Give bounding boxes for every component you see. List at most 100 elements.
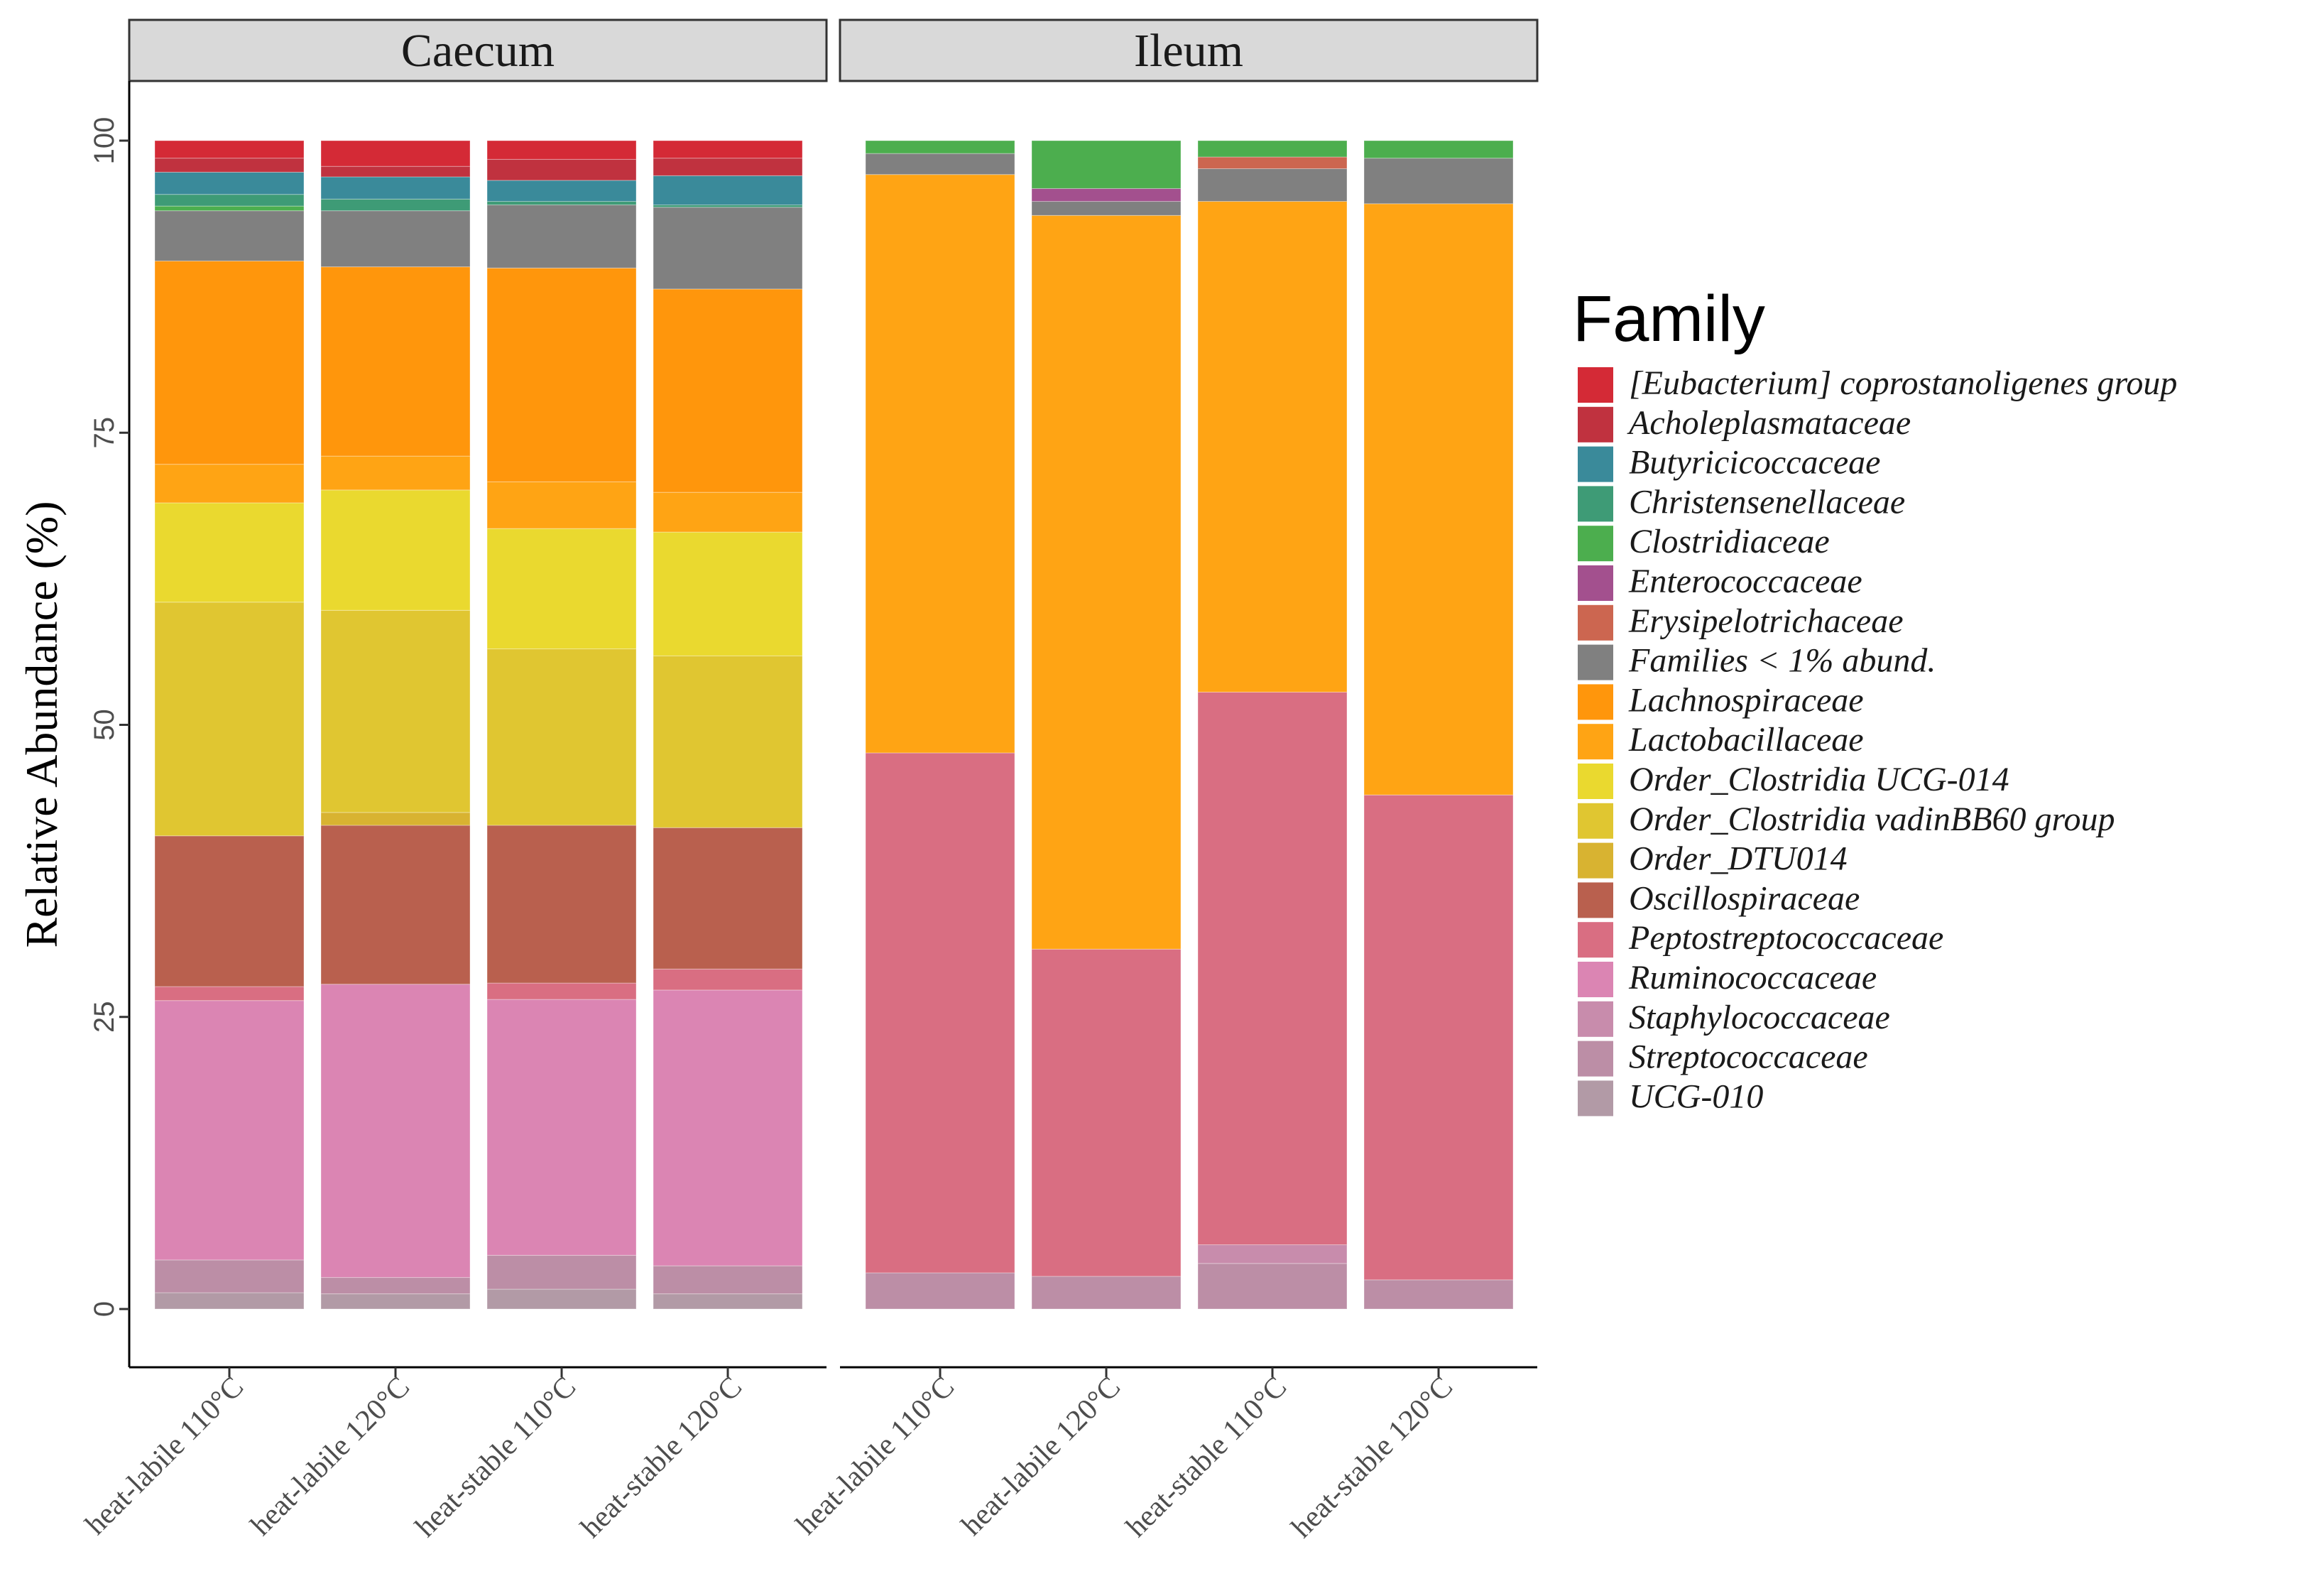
bar-segment-erysipelotrichaceae	[1197, 156, 1348, 169]
bar-segment-lactobacillaceae	[154, 464, 305, 504]
legend-label: Oscillospiraceae	[1629, 879, 1860, 917]
bar-segment-peptostreptococcaceae	[865, 752, 1015, 1274]
bar-segment-peptostreptococcaceae	[154, 986, 305, 1001]
bar-segment-clostridiaceae	[154, 205, 305, 212]
bars	[154, 140, 1514, 1310]
bar-ileum-heat-stable-120-c	[1363, 140, 1514, 1310]
bar-segment-eubacterium-coprostanoligenes-group	[486, 140, 637, 160]
bar-segment-order-clostridia-ucg-014	[653, 531, 803, 656]
bar-segment-lactobacillaceae	[1197, 201, 1348, 693]
legend-swatch	[1578, 962, 1613, 997]
bar-segment-ucg-010	[320, 1293, 471, 1310]
bar-ileum-heat-stable-110-c	[1197, 140, 1348, 1310]
x-tick-label: heat-labile 120°C	[956, 1371, 1128, 1543]
bar-segment-eubacterium-coprostanoligenes-group	[154, 140, 305, 159]
y-tick-label: 0	[89, 1301, 120, 1317]
legend-item: Enterococcaceae	[1578, 563, 1862, 601]
legend-swatch	[1578, 644, 1613, 680]
bar-segment-order-dtu014	[320, 812, 471, 826]
bar-segment-staphylococcaceae	[1197, 1244, 1348, 1264]
legend-item: Lactobacillaceae	[1578, 721, 1864, 760]
bar-segment-families-1-abund	[154, 210, 305, 261]
bar-segment-families-1-abund	[486, 204, 637, 268]
bar-segment-ucg-010	[486, 1288, 637, 1310]
bar-segment-families-1-abund	[320, 210, 471, 268]
legend-title: Family	[1573, 283, 1765, 355]
legend-label: Peptostreptococcaceae	[1628, 919, 1943, 957]
legend: [Eubacterium] coprostanoligenes groupAch…	[1578, 364, 2177, 1117]
bar-ileum-heat-labile-110-c	[865, 140, 1015, 1310]
bar-segment-lachnospiraceae	[653, 288, 803, 493]
legend-item: Order_Clostridia UCG-014	[1578, 761, 2009, 799]
legend-swatch	[1578, 367, 1613, 403]
legend-swatch	[1578, 842, 1613, 879]
bar-segment-streptococcaceae	[154, 1259, 305, 1293]
bar-segment-acholeplasmataceae	[653, 158, 803, 176]
bar-segment-lachnospiraceae	[320, 266, 471, 457]
legend-item: Order_Clostridia vadinBB60 group	[1578, 800, 2115, 839]
y-ticks: 0 25 50 75 100	[89, 117, 129, 1317]
bar-segment-acholeplasmataceae	[320, 165, 471, 178]
x-tick-label: heat-labile 110°C	[790, 1371, 961, 1541]
bar-segment-families-1-abund	[653, 207, 803, 290]
bar-segment-clostridiaceae	[1197, 140, 1348, 158]
bar-segment-streptococcaceae	[1031, 1276, 1182, 1310]
bar-segment-order-clostridia-vadinbb60-group	[486, 648, 637, 826]
bar-segment-streptococcaceae	[653, 1265, 803, 1295]
bar-segment-clostridiaceae	[1363, 140, 1514, 159]
bar-segment-butyricicoccaceae	[653, 175, 803, 205]
legend-label: Clostridiaceae	[1629, 523, 1830, 560]
legend-item: Clostridiaceae	[1578, 523, 1830, 562]
bar-segment-peptostreptococcaceae	[486, 982, 637, 1000]
bar-segment-order-clostridia-ucg-014	[154, 502, 305, 603]
bar-segment-oscillospiraceae	[320, 825, 471, 985]
legend-item: Lachnospiraceae	[1578, 681, 1864, 720]
bar-segment-acholeplasmataceae	[486, 158, 637, 181]
legend-swatch	[1578, 1001, 1613, 1037]
x-tick-label: heat-stable 110°C	[1120, 1371, 1293, 1544]
legend-label: Erysipelotrichaceae	[1628, 602, 1904, 640]
x-tick-label: heat-stable 110°C	[409, 1371, 582, 1544]
bar-segment-oscillospiraceae	[486, 825, 637, 984]
y-tick-label: 100	[89, 117, 120, 165]
bar-segment-order-clostridia-vadinbb60-group	[154, 602, 305, 837]
bar-caecum-heat-stable-120-c	[653, 140, 803, 1310]
bar-segment-lachnospiraceae	[154, 260, 305, 465]
bar-segment-order-clostridia-ucg-014	[320, 489, 471, 611]
legend-swatch	[1578, 882, 1613, 918]
bar-segment-lactobacillaceae	[320, 455, 471, 491]
legend-label: Lachnospiraceae	[1628, 681, 1864, 719]
facet-label-ileum: Ileum	[1134, 25, 1243, 77]
legend-item: Oscillospiraceae	[1578, 879, 1860, 918]
bar-segment-eubacterium-coprostanoligenes-group	[653, 140, 803, 159]
facet-strip-ileum: Ileum	[839, 18, 1539, 82]
bar-segment-families-1-abund	[1363, 158, 1514, 205]
facet-strip-caecum: Caecum	[128, 18, 828, 82]
bar-segment-streptococcaceae	[320, 1277, 471, 1295]
legend-label: [Eubacterium] coprostanoligenes group	[1629, 364, 2177, 402]
legend-label: UCG-010	[1629, 1077, 1763, 1115]
bar-segment-lactobacillaceae	[486, 481, 637, 529]
bar-segment-peptostreptococcaceae	[1197, 691, 1348, 1246]
bar-segment-christensenellaceae	[320, 198, 471, 212]
bar-caecum-heat-stable-110-c	[486, 140, 637, 1310]
bar-segment-streptococcaceae	[1363, 1279, 1514, 1310]
legend-item: Christensenellaceae	[1578, 483, 1905, 522]
y-tick-label: 75	[89, 417, 120, 449]
legend-item: Peptostreptococcaceae	[1578, 919, 1943, 958]
y-tick-label: 50	[89, 709, 120, 741]
bar-segment-streptococcaceae	[1197, 1263, 1348, 1310]
legend-swatch	[1578, 526, 1613, 562]
bar-caecum-heat-labile-110-c	[154, 140, 305, 1310]
legend-swatch	[1578, 565, 1613, 601]
bar-segment-peptostreptococcaceae	[1031, 948, 1182, 1277]
bar-segment-lactobacillaceae	[1363, 203, 1514, 796]
legend-item: Acholeplasmataceae	[1578, 404, 1911, 442]
legend-label: Streptococcaceae	[1629, 1038, 1868, 1076]
bar-segment-order-clostridia-vadinbb60-group	[320, 609, 471, 813]
legend-item: [Eubacterium] coprostanoligenes group	[1578, 364, 2177, 403]
legend-label: Acholeplasmataceae	[1627, 404, 1911, 442]
bar-segment-ucg-010	[154, 1292, 305, 1310]
